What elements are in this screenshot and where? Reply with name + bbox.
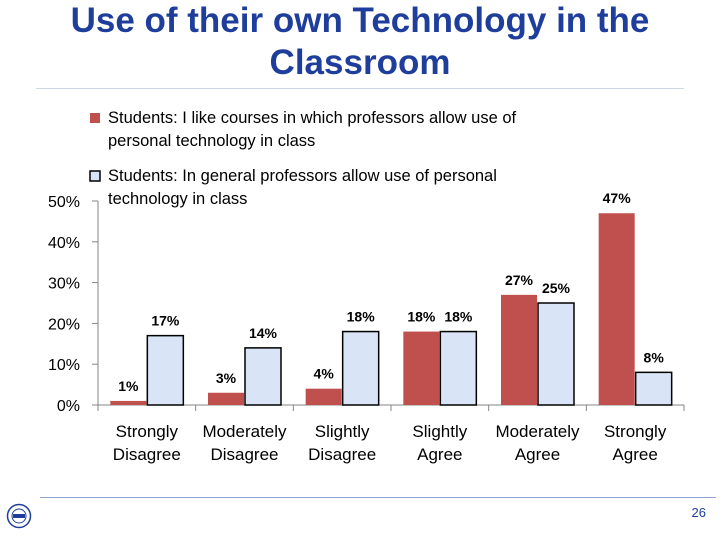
x-category-label: Strongly Agree — [604, 422, 667, 464]
data-label: 27% — [505, 272, 534, 288]
legend-swatch — [90, 113, 100, 123]
data-label: 17% — [151, 313, 180, 329]
data-label: 25% — [542, 280, 571, 296]
data-label: 1% — [118, 378, 139, 394]
data-label: 4% — [314, 366, 335, 382]
x-category-label: Moderately Disagree — [202, 422, 287, 464]
bar-like-courses — [501, 294, 537, 405]
data-label: 8% — [644, 349, 665, 365]
data-label: 14% — [249, 325, 278, 341]
title-divider — [36, 88, 684, 89]
bar-professors-allow — [244, 347, 282, 406]
y-tick-label: 20% — [48, 316, 80, 333]
bar-professors-allow — [439, 330, 478, 406]
page-number: 26 — [691, 505, 706, 520]
bar-like-courses — [110, 400, 147, 405]
y-tick-label: 50% — [48, 194, 80, 211]
legend-swatch — [89, 170, 101, 182]
data-label: 47% — [603, 190, 632, 206]
legend-item-like-courses: Students: I like courses in which profes… — [108, 109, 517, 150]
y-tick-label: 0% — [57, 398, 80, 415]
bar-professors-allow — [634, 371, 673, 406]
y-tick-label: 10% — [48, 357, 80, 374]
data-label: 18% — [407, 309, 436, 325]
data-label: 3% — [216, 370, 237, 386]
university-logo-icon — [6, 503, 32, 529]
x-category-label: Slightly Agree — [412, 422, 467, 464]
y-tick-label: 40% — [48, 235, 80, 252]
bar-like-courses — [305, 388, 342, 405]
bar-professors-allow — [341, 330, 380, 406]
bar-like-courses — [598, 213, 635, 405]
slide-title: Use of their own Technology in the Class… — [70, 1, 650, 82]
bar-professors-allow — [537, 302, 575, 406]
y-tick-label: 30% — [48, 276, 80, 293]
bar-like-courses — [403, 331, 440, 405]
bar-like-courses — [208, 392, 244, 405]
data-label: 18% — [444, 309, 473, 325]
x-category-label: Moderately Agree — [495, 422, 580, 464]
x-category-label: Strongly Disagree — [113, 422, 181, 464]
data-label: 18% — [347, 309, 376, 325]
bar-professors-allow — [146, 334, 185, 406]
legend-item-professors-allow: Students: In general professors allow us… — [108, 167, 497, 208]
footer-divider — [40, 497, 716, 498]
x-category-label: Slightly Disagree — [308, 422, 376, 464]
bar-chart: 0% 10% 20% 30% 40% 50% Strongly Disagree Modera… — [48, 109, 685, 464]
